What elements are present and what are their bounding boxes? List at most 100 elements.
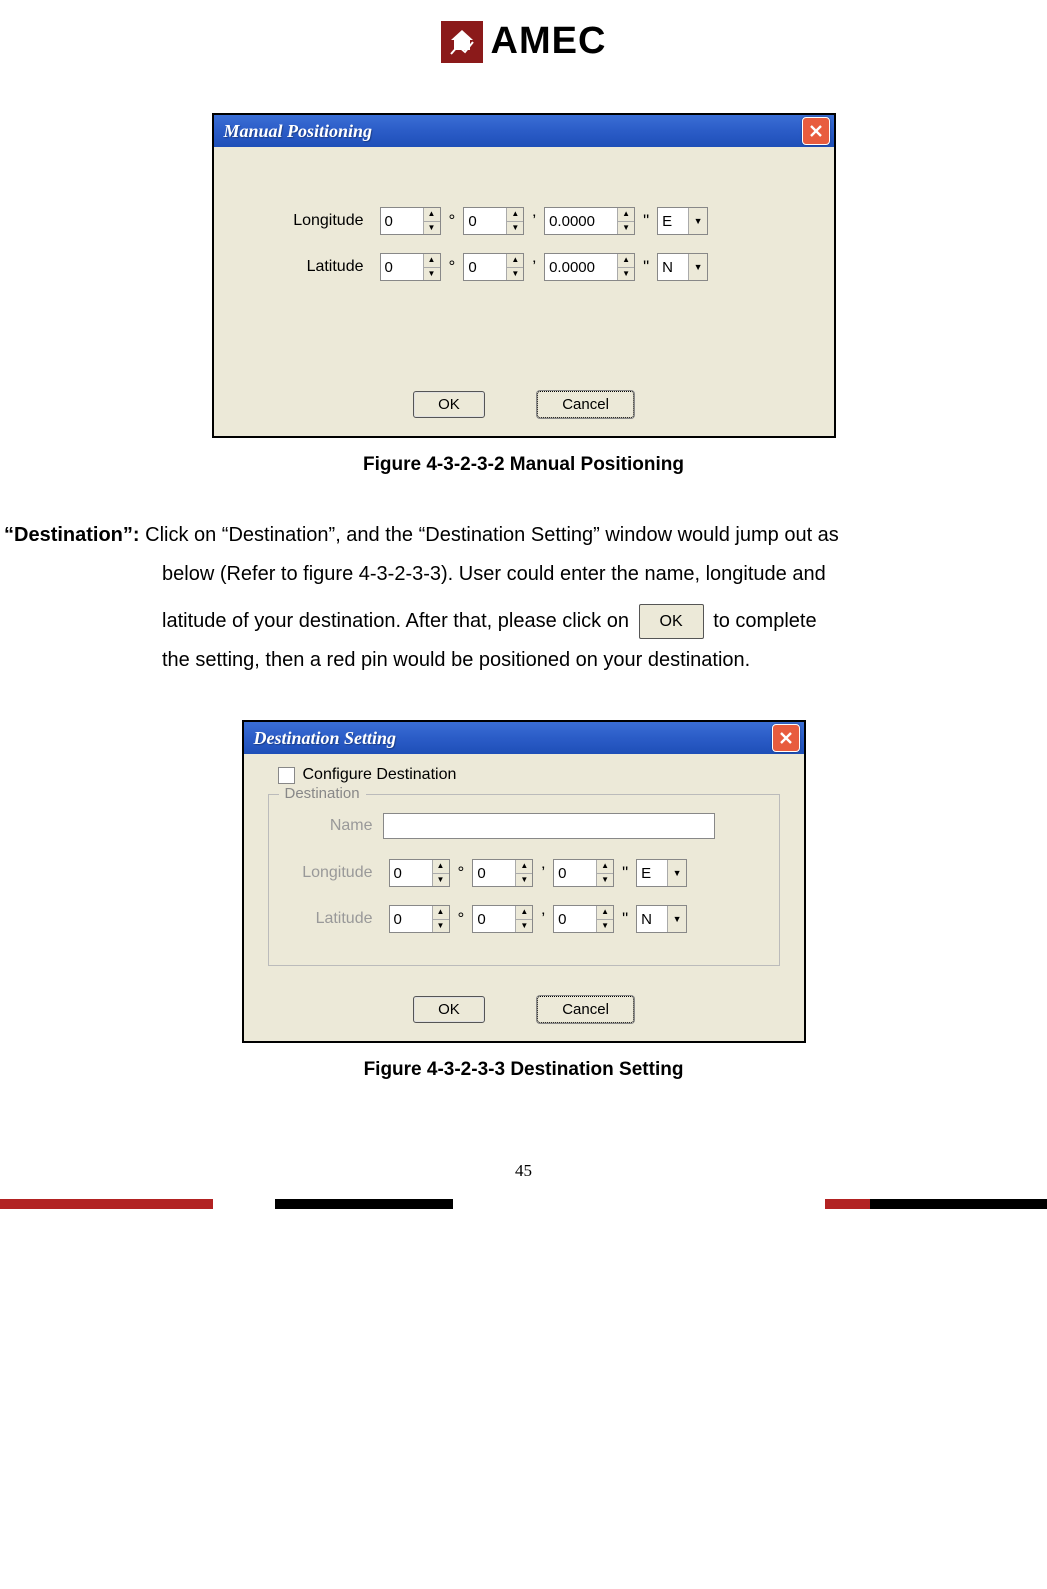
spin-down-icon[interactable]: ▼ [424, 222, 440, 235]
coord-label: Longitude [264, 212, 364, 230]
dialog-title: Manual Positioning [224, 121, 373, 142]
spin-down-icon[interactable]: ▼ [516, 920, 532, 933]
coord-row: Longitude▲▼°▲▼’▲▼"E▼ [273, 859, 765, 887]
direction-select[interactable]: E▼ [636, 859, 687, 887]
spin-value[interactable] [545, 208, 617, 234]
destination-setting-dialog: Destination Setting Configure Destinatio… [242, 720, 806, 1043]
spin-up-icon[interactable]: ▲ [618, 254, 634, 268]
spin-input[interactable]: ▲▼ [389, 905, 450, 933]
spin-down-icon[interactable]: ▼ [424, 268, 440, 281]
coord-label: Longitude [273, 864, 373, 882]
spin-value[interactable] [464, 208, 506, 234]
spin-input[interactable]: ▲▼ [463, 253, 524, 281]
close-button[interactable] [772, 724, 800, 752]
ok-button[interactable]: OK [413, 996, 485, 1023]
second-symbol: " [622, 863, 628, 883]
titlebar: Destination Setting [244, 722, 804, 754]
chevron-down-icon[interactable]: ▼ [667, 906, 686, 932]
direction-select[interactable]: N▼ [636, 905, 687, 933]
manual-positioning-dialog: Manual Positioning Longitude▲▼°▲▼’▲▼"E▼L… [212, 113, 836, 438]
cancel-button[interactable]: Cancel [537, 996, 634, 1023]
spin-up-icon[interactable]: ▲ [516, 906, 532, 920]
spin-input[interactable]: ▲▼ [553, 859, 614, 887]
logo-icon [441, 21, 483, 63]
logo-row: AMEC [0, 20, 1047, 63]
spin-down-icon[interactable]: ▼ [618, 268, 634, 281]
spin-value[interactable] [390, 906, 432, 932]
spin-up-icon[interactable]: ▲ [433, 860, 449, 874]
second-symbol: " [622, 909, 628, 929]
configure-destination-checkbox[interactable] [278, 767, 295, 784]
spin-value[interactable] [473, 860, 515, 886]
destination-fieldset: Destination Name Longitude▲▼°▲▼’▲▼"E▼Lat… [268, 794, 780, 966]
close-button[interactable] [802, 117, 830, 145]
degree-symbol: ° [449, 257, 456, 277]
fieldset-legend: Destination [279, 785, 366, 802]
direction-value: N [637, 911, 667, 928]
direction-select[interactable]: N▼ [657, 253, 708, 281]
spin-up-icon[interactable]: ▲ [516, 860, 532, 874]
spin-up-icon[interactable]: ▲ [424, 254, 440, 268]
spin-input[interactable]: ▲▼ [472, 859, 533, 887]
second-symbol: " [643, 211, 649, 231]
chevron-down-icon[interactable]: ▼ [688, 254, 707, 280]
spin-value[interactable] [381, 208, 423, 234]
spin-input[interactable]: ▲▼ [553, 905, 614, 933]
spin-input[interactable]: ▲▼ [544, 253, 635, 281]
spin-value[interactable] [390, 860, 432, 886]
spin-up-icon[interactable]: ▲ [618, 208, 634, 222]
logo-text: AMEC [491, 20, 607, 63]
spin-up-icon[interactable]: ▲ [507, 208, 523, 222]
spin-input[interactable]: ▲▼ [380, 207, 441, 235]
chevron-down-icon[interactable]: ▼ [667, 860, 686, 886]
spin-up-icon[interactable]: ▲ [507, 254, 523, 268]
paragraph-lead: “Destination”: [4, 524, 140, 546]
spin-value[interactable] [554, 860, 596, 886]
direction-value: N [658, 259, 688, 276]
spin-up-icon[interactable]: ▲ [424, 208, 440, 222]
spin-down-icon[interactable]: ▼ [618, 222, 634, 235]
spin-value[interactable] [545, 254, 617, 280]
degree-symbol: ° [449, 211, 456, 231]
spin-down-icon[interactable]: ▼ [433, 920, 449, 933]
degree-symbol: ° [458, 863, 465, 883]
spin-input[interactable]: ▲▼ [463, 207, 524, 235]
coord-row: Longitude▲▼°▲▼’▲▼"E▼ [264, 207, 784, 235]
spin-value[interactable] [554, 906, 596, 932]
spin-input[interactable]: ▲▼ [472, 905, 533, 933]
brand-logo: AMEC [441, 20, 607, 63]
coord-label: Latitude [273, 910, 373, 928]
direction-select[interactable]: E▼ [657, 207, 708, 235]
second-symbol: " [643, 257, 649, 277]
spin-down-icon[interactable]: ▼ [597, 920, 613, 933]
page-number: 45 [0, 1161, 1047, 1181]
spin-input[interactable]: ▲▼ [389, 859, 450, 887]
coord-row: Latitude▲▼°▲▼’▲▼"N▼ [273, 905, 765, 933]
spin-down-icon[interactable]: ▼ [516, 874, 532, 887]
inline-ok-button[interactable]: OK [639, 604, 704, 639]
spin-value[interactable] [473, 906, 515, 932]
spin-up-icon[interactable]: ▲ [597, 906, 613, 920]
name-input[interactable] [383, 813, 715, 839]
spin-down-icon[interactable]: ▼ [507, 222, 523, 235]
minute-symbol: ’ [532, 211, 536, 231]
spin-up-icon[interactable]: ▲ [433, 906, 449, 920]
spin-input[interactable]: ▲▼ [544, 207, 635, 235]
ok-button[interactable]: OK [413, 391, 485, 418]
destination-paragraph: “Destination”: Click on “Destination”, a… [0, 516, 1047, 680]
spin-down-icon[interactable]: ▼ [433, 874, 449, 887]
cancel-button[interactable]: Cancel [537, 391, 634, 418]
spin-down-icon[interactable]: ▼ [597, 874, 613, 887]
minute-symbol: ’ [532, 257, 536, 277]
spin-down-icon[interactable]: ▼ [507, 268, 523, 281]
titlebar: Manual Positioning [214, 115, 834, 147]
spin-up-icon[interactable]: ▲ [597, 860, 613, 874]
degree-symbol: ° [458, 909, 465, 929]
minute-symbol: ’ [541, 909, 545, 929]
checkbox-label: Configure Destination [303, 766, 457, 784]
chevron-down-icon[interactable]: ▼ [688, 208, 707, 234]
spin-value[interactable] [381, 254, 423, 280]
figure-caption-1: Figure 4-3-2-3-2 Manual Positioning [0, 454, 1047, 476]
spin-input[interactable]: ▲▼ [380, 253, 441, 281]
spin-value[interactable] [464, 254, 506, 280]
